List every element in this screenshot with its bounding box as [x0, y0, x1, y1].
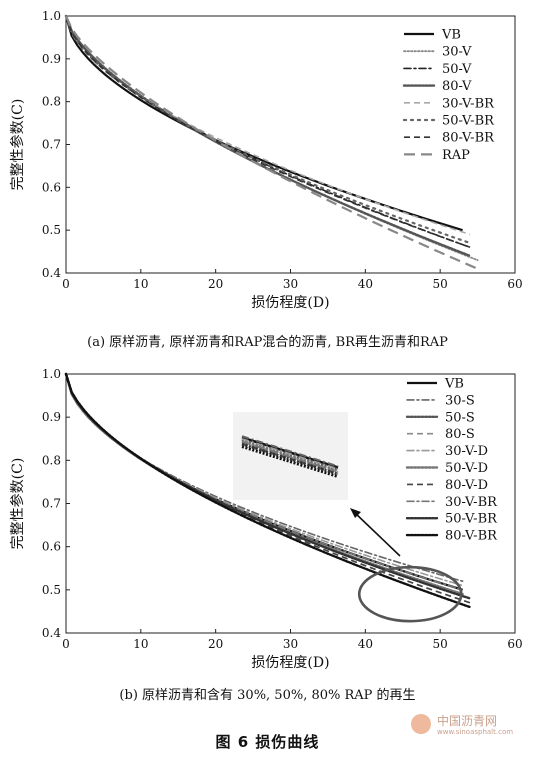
y-axis-label: 完整性参数(C): [9, 99, 26, 191]
legend-label-80-s: 80-S: [445, 427, 475, 442]
zoom-arrow: [353, 511, 401, 557]
y-tick-label: 0.4: [42, 266, 61, 280]
legend-label-50-v-br: 50-V-BR: [442, 114, 495, 129]
zoom-inset-line-50-s: [241, 438, 339, 471]
y-tick-label: 0.8: [42, 95, 61, 109]
series-line-80-v-br: [65, 15, 471, 249]
legend-label-50-v-d: 50-V-D: [445, 461, 488, 476]
watermark-logo-icon: [411, 714, 431, 734]
x-tick-label: 60: [507, 637, 522, 651]
y-tick-label: 1.0: [42, 367, 61, 381]
series-line-80-v-d: [65, 373, 471, 604]
figure-title: 图 6 损伤曲线: [215, 733, 320, 751]
x-tick-label: 50: [433, 637, 448, 651]
chart-panel-b: 0 10 20 30 40 50 60 0.4 0.5 0.6 0.7 0.8 0.9 1.0 损伤程度(D…: [9, 367, 523, 671]
series-line-30-v-br: [65, 15, 471, 236]
legend-label-30-v-br: 30-V-BR: [445, 495, 498, 510]
zoom-inset-line-vb: [241, 436, 339, 469]
x-tick-label: 10: [133, 637, 148, 651]
legend: VB 30-V 50-V 80-V 30-V-BR 50-V-BR 80-V-BR RAP: [402, 28, 495, 163]
series-line-80-v-br: [64, 372, 472, 609]
series-line-80-v: [64, 14, 472, 258]
zoom-inset-line-50-v-br: [241, 442, 339, 476]
x-tick-label: 30: [283, 637, 298, 651]
y-tick-label: 0.6: [42, 180, 61, 194]
x-tick-label: 30: [283, 277, 298, 291]
y-tick-label: 0.8: [42, 453, 61, 467]
zoom-inset-line-50-v-d: [241, 440, 339, 473]
legend-label-rap: RAP: [442, 148, 470, 163]
x-tick-label: 10: [133, 277, 148, 291]
y-tick-label: 0.5: [42, 583, 61, 597]
legend-label-50-v-br: 50-V-BR: [445, 512, 498, 527]
series-line-30-v: [65, 15, 479, 262]
series-line-vb: [64, 15, 463, 232]
x-tick-label: 40: [358, 277, 373, 291]
zoom-inset-line-80-v-br: [241, 445, 339, 478]
legend-label-30-v: 30-V: [442, 45, 472, 60]
legend-label-50-v: 50-V: [442, 62, 472, 77]
x-tick-label: 0: [62, 277, 70, 291]
watermark-url: www.sinoasphalt.com: [437, 728, 514, 736]
zoom-inset-line-30-v-br: [241, 440, 339, 473]
legend-label-80-v: 80-V: [442, 79, 472, 94]
x-axis-label: 损伤程度(D): [251, 295, 329, 311]
x-tick-label: 50: [433, 277, 448, 291]
legend-label-80-v-br: 80-V-BR: [445, 529, 498, 544]
watermark-text: 中国沥青网: [437, 714, 498, 728]
legend-label-vb: VB: [444, 377, 464, 392]
x-tick-label: 20: [208, 637, 223, 651]
y-axis-label: 完整性参数(C): [9, 458, 26, 550]
legend-label-vb: VB: [441, 28, 461, 43]
x-axis-label: 损伤程度(D): [251, 655, 329, 671]
series-line-50-v-br: [64, 14, 472, 245]
zoom-arrowhead: [350, 508, 361, 518]
x-tick-label: 40: [358, 637, 373, 651]
y-tick-label: 0.5: [42, 223, 61, 237]
y-tick-label: 0.9: [42, 410, 61, 424]
x-tick-label: 0: [62, 637, 70, 651]
zoom-inset-line-30-s: [241, 435, 339, 468]
legend-label-80-v-d: 80-V-D: [445, 478, 488, 493]
zoom-ellipse: [357, 565, 463, 623]
y-tick-label: 0.7: [42, 497, 61, 511]
legend-label-80-v-br: 80-V-BR: [442, 131, 495, 146]
x-tick-label: 20: [208, 277, 223, 291]
y-tick-label: 0.4: [42, 626, 61, 640]
legend-label-30-v-br: 30-V-BR: [442, 96, 495, 111]
y-tick-label: 0.7: [42, 138, 61, 152]
y-tick-label: 0.6: [42, 540, 61, 554]
chart-panel-a: 0 10 20 30 40 50 60 0.4 0.5 0.6 0.7 0.8 0.9 1.0 损伤程度(D…: [9, 9, 523, 311]
y-tick-label: 0.9: [42, 52, 61, 66]
series-line-rap: [64, 15, 479, 270]
legend-label-50-s: 50-S: [445, 410, 475, 425]
zoom-inset: [233, 412, 348, 500]
caption-a: (a) 原样沥青, 原样沥青和RAP混合的沥青, BR再生沥青和RAP: [87, 335, 448, 350]
caption-b: (b) 原样沥青和含有 30%, 50%, 80% RAP 的再生: [119, 688, 416, 703]
legend-label-30-v-d: 30-V-D: [445, 444, 488, 459]
watermark: 中国沥青网 www.sinoasphalt.com: [411, 712, 521, 740]
zoom-inset-line-30-v-d: [241, 438, 339, 470]
y-tick-label: 1.0: [42, 9, 61, 23]
legend-label-30-s: 30-S: [445, 393, 475, 408]
x-tick-label: 60: [507, 277, 522, 291]
